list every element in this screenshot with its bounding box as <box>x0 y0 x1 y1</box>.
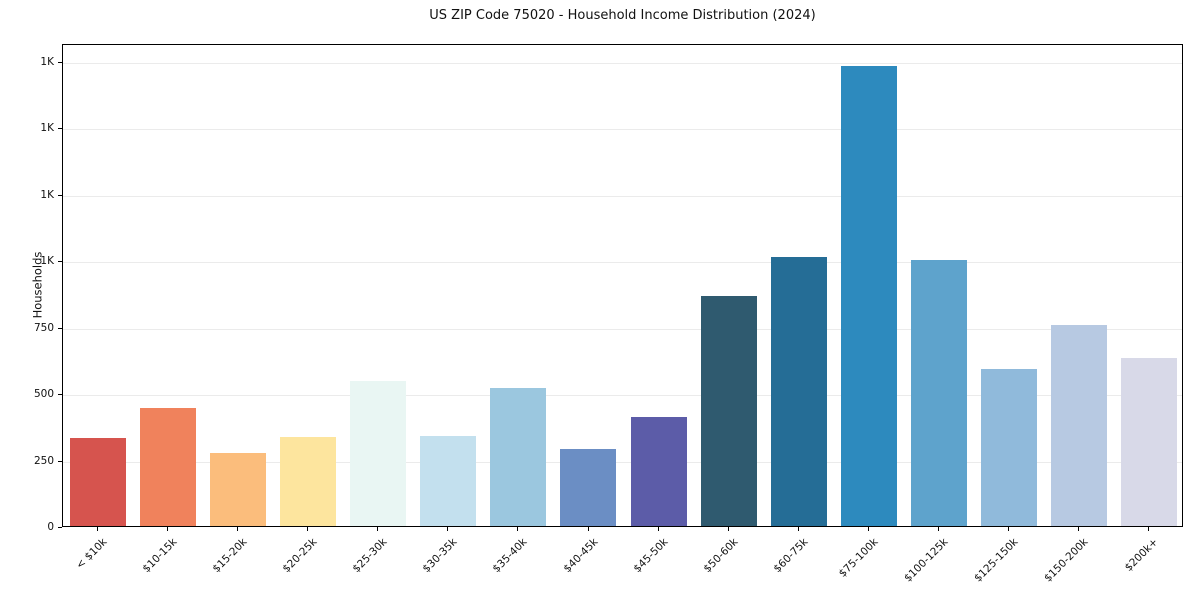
x-tick-label: $20-25k <box>280 536 320 576</box>
bar <box>1050 325 1107 526</box>
bar <box>420 435 477 526</box>
x-tick-label: $60-75k <box>771 536 811 576</box>
x-tick-mark <box>237 527 239 531</box>
x-tick-mark <box>517 527 519 531</box>
x-tick-label: $25-30k <box>350 536 390 576</box>
bar <box>700 295 757 526</box>
x-tick-label: $100-125k <box>901 536 951 585</box>
y-tick-mark <box>58 128 62 129</box>
y-tick-mark <box>58 460 62 462</box>
x-tick-label: $15-20k <box>210 536 250 576</box>
y-tick-label: 1K <box>40 255 54 267</box>
x-tick-mark <box>97 527 98 531</box>
plot-area <box>62 44 1183 527</box>
x-tick-label: $200k+ <box>1122 536 1161 574</box>
gridline <box>63 262 1182 263</box>
x-tick-label: $125-150k <box>971 536 1021 585</box>
x-tick-mark <box>727 527 729 531</box>
gridline <box>63 195 1182 197</box>
x-tick-mark <box>1077 527 1079 531</box>
gridline <box>63 461 1182 463</box>
bar <box>560 448 617 526</box>
x-tick-label: $45-50k <box>630 536 670 576</box>
bar <box>910 260 967 526</box>
gridline <box>63 395 1182 396</box>
y-tick-label: 500 <box>33 388 54 400</box>
x-tick-mark <box>867 527 869 531</box>
y-tick-mark <box>58 394 62 395</box>
bar <box>210 452 267 526</box>
x-tick-mark <box>1007 527 1009 531</box>
gridline <box>63 129 1182 130</box>
bar <box>490 387 547 526</box>
x-tick-mark <box>657 527 659 531</box>
x-tick-mark <box>447 527 449 531</box>
y-tick-label: 250 <box>33 454 54 467</box>
x-tick-mark <box>307 527 309 531</box>
x-tick-label: $150-200k <box>1041 536 1091 585</box>
bar <box>70 438 127 526</box>
bar <box>630 417 687 526</box>
bar <box>1120 358 1177 526</box>
x-tick-mark <box>797 527 799 531</box>
x-tick-label: $30-35k <box>420 536 460 576</box>
gridline <box>63 328 1182 330</box>
y-tick-label: 0 <box>47 521 54 533</box>
x-tick-label: $75-100k <box>836 536 881 580</box>
x-tick-label: $50-60k <box>700 536 741 576</box>
x-tick-mark <box>587 527 589 531</box>
bar <box>770 257 827 526</box>
bar <box>840 65 897 526</box>
y-tick-mark <box>58 194 62 196</box>
x-tick-mark <box>1148 527 1149 531</box>
x-tick-mark <box>377 527 379 531</box>
bar <box>350 381 407 526</box>
y-tick-mark <box>58 61 62 63</box>
x-tick-mark <box>167 527 169 531</box>
y-tick-mark <box>58 527 62 528</box>
chart-title: US ZIP Code 75020 - Household Income Dis… <box>429 8 816 23</box>
x-tick-mark <box>937 527 939 531</box>
x-tick-label: $35-40k <box>490 536 530 576</box>
bar <box>980 369 1037 526</box>
y-tick-label: 1K <box>40 122 54 134</box>
x-tick-label: $10-15k <box>140 536 180 576</box>
bar <box>280 436 337 526</box>
y-tick-label: 750 <box>33 321 54 334</box>
gridline <box>63 62 1182 64</box>
y-tick-label: 1K <box>40 55 54 68</box>
y-tick-label: 1K <box>40 188 54 201</box>
x-tick-label: $40-45k <box>560 536 600 576</box>
bar <box>140 407 197 526</box>
x-tick-label: < $10k <box>73 536 110 572</box>
y-tick-mark <box>58 327 62 329</box>
y-tick-mark <box>58 261 62 262</box>
